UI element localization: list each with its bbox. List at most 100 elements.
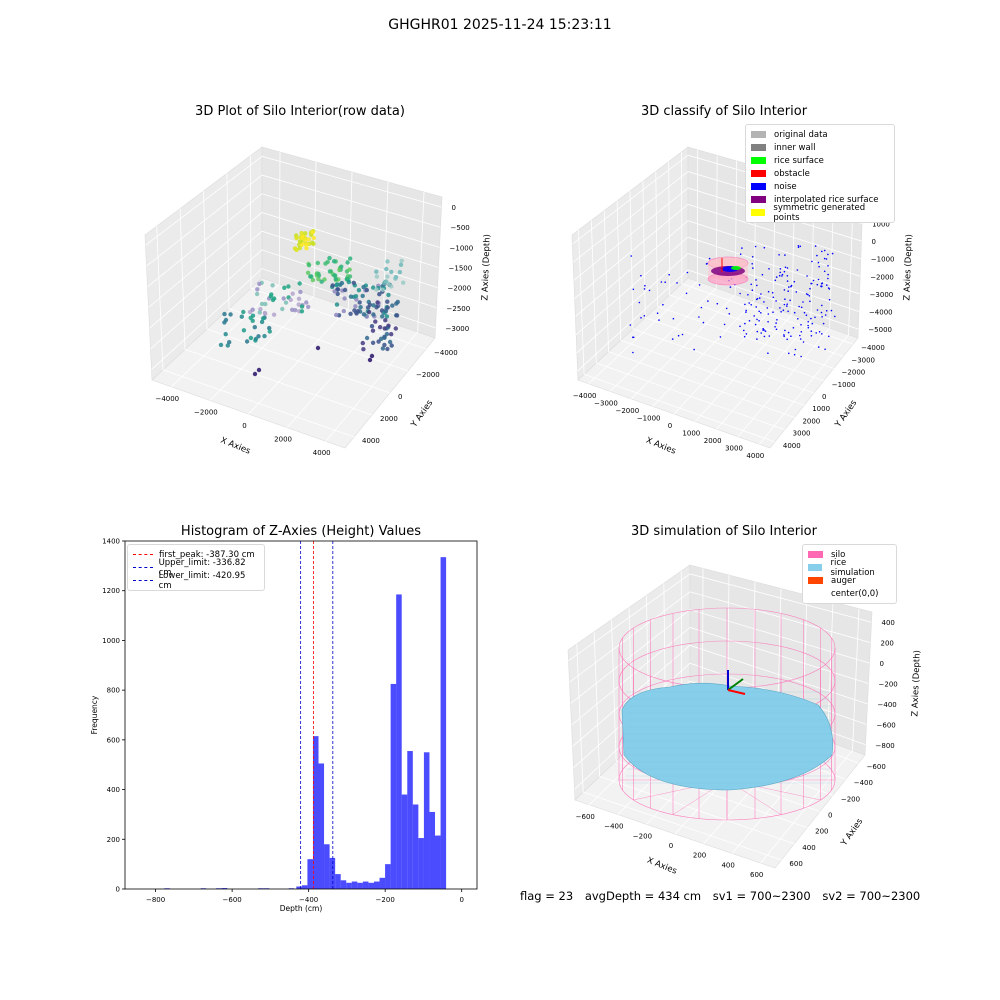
raw-point [342,287,348,293]
y-gridline [226,173,409,372]
histogram-bar [379,877,386,889]
legend-entry: auger [808,574,891,587]
noise-point [767,290,770,293]
raw-plot-title: 3D Plot of Silo Interior(row data) [195,104,405,119]
raw-point [239,314,244,319]
y-tick-label: −4000 [434,349,458,357]
noise-point [766,307,769,309]
y-tick-label: 1400 [102,538,120,546]
legend-label: interpolated rice surface [774,194,879,205]
x-tick-label: 4000 [313,449,331,457]
raw-point [389,269,394,275]
noise-point [643,315,646,317]
raw-point [250,307,255,312]
legend-entry: rice simulation [808,558,891,578]
noise-point [656,312,659,314]
noise-point [786,275,789,277]
raw-point [334,302,340,307]
noise-point [810,317,812,320]
y-tick-label: 600 [789,860,802,868]
noise-point [795,291,798,293]
noise-point [743,329,745,332]
legend-label: rice surface [774,155,824,166]
noise-point [790,335,792,337]
x-gridline [737,188,835,437]
raw-point [256,334,261,339]
raw-point [377,292,382,297]
y-tick-label: −1000 [832,381,856,389]
z-tick-label: 400 [882,619,895,627]
noise-point [758,320,760,322]
x-tick-label: 600 [750,871,763,879]
raw-point [252,371,258,377]
figure-title: GHGHR01 2025-11-24 15:23:11 [388,17,612,33]
raw-point [347,267,352,272]
noise-point [763,335,766,338]
noise-point [664,281,666,283]
noise-point [814,245,817,247]
histogram-bar [412,804,419,889]
noise-point [821,316,823,318]
histogram-plot: −800 −600 −400 −200 0 0 200 400 600 800 1000 1200 14… [90,538,478,913]
simulation-plot-title: 3D simulation of Silo Interior [631,524,817,539]
noise-point [648,289,651,292]
raw-point [348,311,353,316]
noise-point [706,262,708,265]
raw-point [398,262,404,267]
raw-point [367,357,373,363]
noise-point [632,351,634,354]
noise-point [767,352,769,354]
noise-point [799,338,802,340]
noise-point [781,273,784,276]
raw-point [380,346,386,351]
raw-point [303,237,308,243]
noise-point [629,324,632,326]
noise-point [741,247,743,249]
noise-point [739,292,741,295]
legend-line [133,567,153,568]
noise-point [820,285,823,288]
raw-point [334,312,339,318]
raw-point [383,318,388,323]
raw-point [379,336,384,341]
raw-point [383,308,389,314]
raw-point [357,300,362,305]
raw-point [390,303,395,308]
y-tick-label: 2000 [802,417,820,425]
legend-entry: original data [751,128,889,141]
noise-point [786,280,789,282]
raw-point [280,306,285,312]
raw-point [306,263,312,268]
x-tick-label: −4000 [573,392,597,400]
noise-point [761,273,764,276]
z-tick-label: −3000 [446,325,470,333]
legend-swatch [808,551,823,558]
y-tick-label: 4000 [783,442,801,450]
histogram-bar [307,859,313,889]
noise-point [789,299,791,302]
raw-point [335,282,340,287]
histogram-bar [429,811,436,889]
raw-points [218,228,406,377]
z-gridline [577,269,859,372]
raw-point [364,287,369,293]
raw-point [369,353,375,359]
simulation-geometry [618,607,836,821]
legend-swatch [751,157,766,164]
raw-point [223,332,228,337]
raw-point [377,325,383,330]
raw-point [267,329,272,334]
raw-point [332,289,337,294]
raw-point [360,340,365,346]
raw-point [316,271,321,276]
raw-point [248,335,254,341]
raw-point [374,269,379,274]
raw-point [356,288,362,293]
x-tick-label: 400 [721,861,734,869]
noise-point [808,295,811,297]
raw-point [341,308,346,314]
x-tick-label: 2000 [704,437,722,445]
noise-point [822,322,825,325]
x-tick-label: 1000 [682,430,700,438]
y-axis-label: Y Axies [839,816,866,848]
